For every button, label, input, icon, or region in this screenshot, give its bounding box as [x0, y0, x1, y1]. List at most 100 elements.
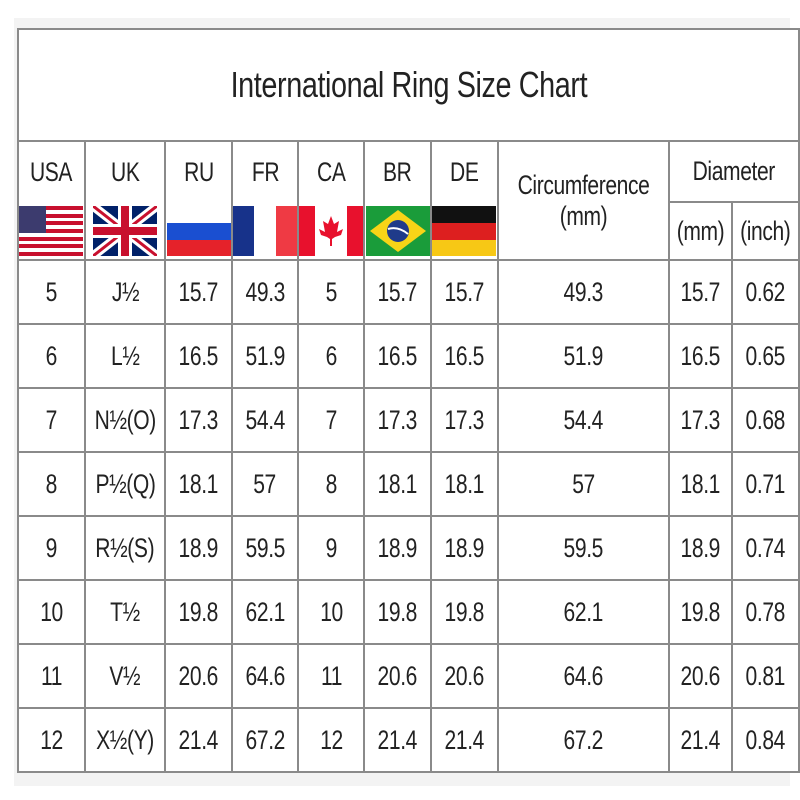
cell-br: 18.1: [363, 451, 433, 517]
flag-cell-fr: [230, 202, 300, 261]
table-row: 10 T½ 19.8 62.1 10 19.8 19.8 62.1 19.8 0.78: [17, 579, 800, 645]
cell-value: 49.3: [245, 276, 285, 307]
cell-value: 17.3: [680, 404, 721, 435]
title-cell: International Ring Size Chart: [17, 28, 800, 142]
cell-ru: 18.1: [164, 451, 233, 517]
header-usa: USA: [17, 140, 86, 202]
cell-fr: 49.3: [230, 259, 300, 325]
cell-value: J½: [111, 276, 139, 307]
cell-diameter-inch: 0.62: [731, 259, 800, 325]
cell-de: 17.3: [430, 387, 499, 453]
cell-circumference: 57: [496, 451, 670, 517]
cell-uk: T½: [83, 579, 167, 645]
cell-br: 15.7: [363, 259, 433, 325]
cell-value: 21.4: [680, 724, 721, 755]
table-row: 6 L½ 16.5 51.9 6 16.5 16.5 51.9 16.5 0.65: [17, 323, 800, 389]
cell-value: 0.78: [745, 596, 786, 627]
cell-fr: 51.9: [230, 323, 300, 389]
cell-value: 7: [325, 404, 338, 435]
cell-value: 15.7: [444, 276, 485, 307]
header-ca: CA: [297, 140, 366, 202]
cell-diameter-mm: 17.3: [667, 387, 734, 453]
cell-diameter-mm: 16.5: [667, 323, 734, 389]
cell-ca: 11: [297, 643, 366, 709]
cell-value: N½(O): [94, 404, 156, 435]
cell-value: 18.1: [377, 468, 418, 499]
cell-br: 16.5: [363, 323, 433, 389]
cell-br: 20.6: [363, 643, 433, 709]
cell-fr: 59.5: [230, 515, 300, 581]
cell-value: 19.8: [178, 596, 219, 627]
cell-value: 17.3: [377, 404, 418, 435]
cell-value: 18.1: [178, 468, 219, 499]
france-flag-icon: [233, 205, 297, 256]
cell-circumference: 51.9: [496, 323, 670, 389]
cell-value: 62.1: [563, 596, 603, 627]
cell-value: 8: [45, 468, 58, 499]
cell-value: 64.6: [245, 660, 285, 691]
cell-diameter-inch: 0.78: [731, 579, 800, 645]
cell-fr: 67.2: [230, 707, 300, 773]
cell-fr: 62.1: [230, 579, 300, 645]
cell-diameter-mm: 18.9: [667, 515, 734, 581]
header-diameter-inch: (inch): [731, 201, 800, 261]
cell-value: 59.5: [245, 532, 285, 563]
cell-usa: 9: [17, 515, 86, 581]
cell-value: 10: [40, 596, 63, 627]
cell-value: 5: [325, 276, 338, 307]
cell-uk: N½(O): [83, 387, 167, 453]
header-de: DE: [430, 140, 499, 202]
cell-uk: P½(Q): [83, 451, 167, 517]
cell-value: 18.1: [680, 468, 721, 499]
cell-value: 9: [45, 532, 58, 563]
cell-value: 9: [325, 532, 338, 563]
cell-value: 0.71: [745, 468, 786, 499]
cell-value: 57: [571, 468, 595, 499]
header-ru: RU: [164, 140, 233, 202]
cell-value: 15.7: [680, 276, 721, 307]
cell-value: 19.8: [377, 596, 418, 627]
cell-value: 18.9: [680, 532, 721, 563]
germany-flag-icon: [433, 205, 496, 256]
cell-value: 6: [45, 340, 58, 371]
cell-de: 20.6: [430, 643, 499, 709]
cell-value: 12: [319, 724, 343, 755]
cell-value: 7: [45, 404, 58, 435]
cell-value: 64.6: [563, 660, 603, 691]
canada-flag-icon: [300, 205, 363, 256]
cell-diameter-inch: 0.84: [731, 707, 800, 773]
cell-value: 16.5: [178, 340, 219, 371]
cell-value: 0.62: [745, 276, 786, 307]
cell-circumference: 59.5: [496, 515, 670, 581]
cell-fr: 57: [230, 451, 300, 517]
cell-usa: 12: [17, 707, 86, 773]
cell-ru: 18.9: [164, 515, 233, 581]
header-uk: UK: [83, 140, 167, 202]
cell-value: 17.3: [178, 404, 219, 435]
cell-uk: X½(Y): [83, 707, 167, 773]
cell-value: V½: [109, 660, 141, 691]
cell-ru: 21.4: [164, 707, 233, 773]
cell-fr: 54.4: [230, 387, 300, 453]
cell-ca: 9: [297, 515, 366, 581]
cell-value: 59.5: [563, 532, 603, 563]
cell-ca: 5: [297, 259, 366, 325]
cell-circumference: 64.6: [496, 643, 670, 709]
cell-de: 18.1: [430, 451, 499, 517]
cell-value: R½(S): [95, 532, 155, 563]
cell-uk: J½: [83, 259, 167, 325]
cell-value: P½(Q): [95, 468, 156, 499]
cell-diameter-mm: 20.6: [667, 643, 734, 709]
cell-circumference: 67.2: [496, 707, 670, 773]
header-diameter: Diameter: [667, 140, 800, 203]
cell-de: 15.7: [430, 259, 499, 325]
cell-ru: 19.8: [164, 579, 233, 645]
header-br: BR: [363, 140, 433, 202]
flag-cell-uk: [83, 202, 167, 261]
cell-uk: V½: [83, 643, 167, 709]
cell-value: 15.7: [178, 276, 219, 307]
flag-cell-ca: [297, 202, 366, 261]
cell-value: 17.3: [444, 404, 485, 435]
cell-value: 54.4: [245, 404, 285, 435]
cell-de: 21.4: [430, 707, 499, 773]
